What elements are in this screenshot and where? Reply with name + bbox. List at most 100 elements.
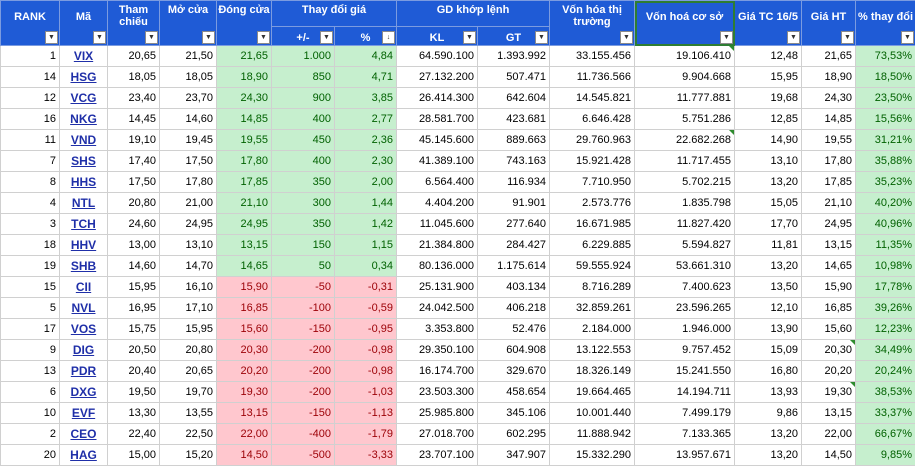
cell-ma[interactable]: CEO xyxy=(60,424,108,445)
filter-dropdown-icon[interactable]: ▼ xyxy=(202,31,215,44)
cell-ma[interactable]: DXG xyxy=(60,382,108,403)
cell-dong-cua: 15,60 xyxy=(217,319,272,340)
cell-pct-thay-doi: 12,23% xyxy=(856,319,915,340)
cell-rank: 11 xyxy=(1,130,60,151)
cell-ma[interactable]: CII xyxy=(60,277,108,298)
cell-mo-cua: 17,50 xyxy=(160,151,217,172)
cell-ma[interactable]: NTL xyxy=(60,193,108,214)
cell-von-hoa-co-so: 1.835.798 xyxy=(635,193,735,214)
cell-rank: 16 xyxy=(1,109,60,130)
header-von-hoa-co-so[interactable]: Vốn hoá cơ sở▼ xyxy=(635,1,735,46)
filter-dropdown-icon[interactable]: ▼ xyxy=(620,31,633,44)
filter-dropdown-icon[interactable]: ▼ xyxy=(463,31,476,44)
cell-gt: 458.654 xyxy=(478,382,550,403)
filter-dropdown-icon[interactable]: ▼ xyxy=(257,31,270,44)
filter-dropdown-icon[interactable]: ▼ xyxy=(320,31,333,44)
cell-ma[interactable]: SHB xyxy=(60,256,108,277)
cell-dong-cua: 13,15 xyxy=(217,235,272,256)
cell-ma[interactable]: SHS xyxy=(60,151,108,172)
cell-thay-doi-abs: 350 xyxy=(272,214,335,235)
filter-dropdown-icon[interactable]: ▼ xyxy=(45,31,58,44)
cell-ma[interactable]: DIG xyxy=(60,340,108,361)
cell-ma[interactable]: NVL xyxy=(60,298,108,319)
cell-ma[interactable]: VCG xyxy=(60,88,108,109)
cell-ma[interactable]: VOS xyxy=(60,319,108,340)
cell-tham-chieu: 19,10 xyxy=(108,130,160,151)
cell-kl: 28.581.700 xyxy=(397,109,478,130)
cell-rank: 2 xyxy=(1,424,60,445)
cell-pct-thay-doi: 15,56% xyxy=(856,109,915,130)
cell-ma[interactable]: HSG xyxy=(60,67,108,88)
filter-dropdown-icon[interactable]: ▼ xyxy=(535,31,548,44)
cell-ma[interactable]: VIX xyxy=(60,46,108,67)
cell-ma[interactable]: VND xyxy=(60,130,108,151)
cell-gt: 91.901 xyxy=(478,193,550,214)
cell-thay-doi-pct: 4,71 xyxy=(335,67,397,88)
cell-gia-tc: 12,85 xyxy=(735,109,802,130)
cell-ma[interactable]: TCH xyxy=(60,214,108,235)
cell-ma[interactable]: PDR xyxy=(60,361,108,382)
cell-tham-chieu: 13,30 xyxy=(108,403,160,424)
cell-mo-cua: 17,80 xyxy=(160,172,217,193)
filter-dropdown-icon[interactable]: ▼ xyxy=(145,31,158,44)
cell-ma[interactable]: HAG xyxy=(60,445,108,466)
cell-von-hoa-co-so: 19.106.410 xyxy=(635,46,735,67)
cell-gia-tc: 17,70 xyxy=(735,214,802,235)
cell-mo-cua: 13,55 xyxy=(160,403,217,424)
cell-ma[interactable]: HHS xyxy=(60,172,108,193)
cell-gia-tc: 13,10 xyxy=(735,151,802,172)
cell-kl: 16.174.700 xyxy=(397,361,478,382)
filter-dropdown-icon[interactable]: ▼ xyxy=(93,31,106,44)
cell-von-hoa-thi-truong: 33.155.456 xyxy=(550,46,635,67)
filter-dropdown-icon[interactable]: ▼ xyxy=(720,31,733,44)
cell-kl: 23.503.300 xyxy=(397,382,478,403)
cell-dong-cua: 13,15 xyxy=(217,403,272,424)
cell-gia-ht: 24,30 xyxy=(802,88,856,109)
cell-rank: 18 xyxy=(1,235,60,256)
cell-pct-thay-doi: 73,53% xyxy=(856,46,915,67)
cell-von-hoa-co-so: 22.682.268 xyxy=(635,130,735,151)
cell-ma[interactable]: EVF xyxy=(60,403,108,424)
cell-von-hoa-thi-truong: 8.716.289 xyxy=(550,277,635,298)
cell-ma[interactable]: NKG xyxy=(60,109,108,130)
cell-ma[interactable]: HHV xyxy=(60,235,108,256)
cell-tham-chieu: 22,40 xyxy=(108,424,160,445)
header-dong-cua: Đóng cửa▼ xyxy=(217,1,272,46)
cell-pct-thay-doi: 9,85% xyxy=(856,445,915,466)
filter-dropdown-icon[interactable]: ▼ xyxy=(841,31,854,44)
filter-dropdown-icon[interactable]: ▼ xyxy=(901,31,914,44)
filter-dropdown-icon[interactable]: ▼ xyxy=(787,31,800,44)
cell-dong-cua: 22,00 xyxy=(217,424,272,445)
cell-thay-doi-abs: 400 xyxy=(272,109,335,130)
cell-von-hoa-co-so: 5.594.827 xyxy=(635,235,735,256)
cell-thay-doi-pct: 2,77 xyxy=(335,109,397,130)
cell-tham-chieu: 16,95 xyxy=(108,298,160,319)
cell-rank: 10 xyxy=(1,403,60,424)
cell-von-hoa-co-so: 1.946.000 xyxy=(635,319,735,340)
cell-von-hoa-thi-truong: 59.555.924 xyxy=(550,256,635,277)
cell-gt: 116.934 xyxy=(478,172,550,193)
cell-rank: 17 xyxy=(1,319,60,340)
sort-descending-icon[interactable]: ↓ xyxy=(382,31,395,44)
